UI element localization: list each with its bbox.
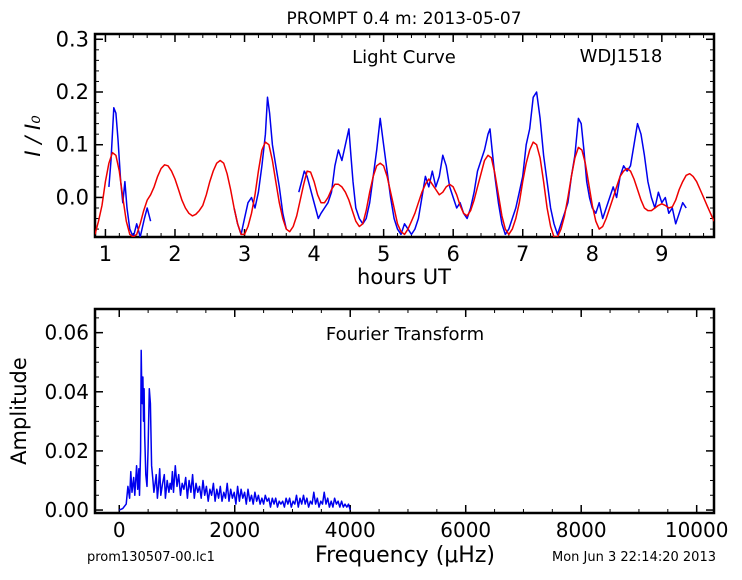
series-line-0 [108,107,152,237]
footer-filename: prom130507-00.lc1 [87,550,215,565]
fourier-ticks: 0 2000 4000 6000 8000 10000 0.00 0.02 0.04 0.06 [44,309,728,542]
x-tick-label: 2000 [209,518,260,542]
x-tick-label: 2 [168,242,181,266]
figure-title: PROMPT 0.4 m: 2013-05-07 [286,9,521,29]
x-tick-label: 4 [307,242,320,266]
x-tick-label: 6000 [440,518,491,542]
light-curve-title: Light Curve [352,47,456,68]
x-tick-label: 5 [377,242,390,266]
light-curve-ylabel: I / I₀ [21,115,45,157]
x-tick-label: 4000 [325,518,376,542]
fourier-title: Fourier Transform [326,324,484,345]
y-tick-label: 0.2 [56,80,89,104]
series-line-0 [119,349,351,511]
series-line-0 [233,96,288,236]
x-tick-label: 7 [516,242,529,266]
light-curve-frame [93,32,716,239]
y-tick-label: 0.3 [56,27,89,51]
light-curve-annotation: WDJ1518 [580,46,663,67]
fourier-frame [93,307,716,515]
series-line-1 [95,141,714,237]
y-tick-label: 0.04 [44,380,89,404]
series-line-0 [298,91,687,236]
light-curve-ticks: 1 2 3 4 5 6 7 8 9 0.0 0.1 0.2 0.3 [56,27,714,266]
x-tick-label: 9 [655,242,668,266]
y-tick-label: 0.0 [56,185,89,209]
light-curve-lines [95,91,714,237]
fourier-lines [119,349,351,511]
y-tick-label: 0.02 [44,439,89,463]
fourier-panel: 0 2000 4000 6000 8000 10000 0.00 0.02 0.04 0.06 F… [7,307,728,568]
x-tick-label: 8 [586,242,599,266]
fourier-xlabel: Frequency (μHz) [315,543,495,568]
x-tick-label: 10000 [665,518,729,542]
x-tick-label: 6 [446,242,459,266]
x-tick-label: 8000 [556,518,607,542]
y-tick-label: 0.06 [44,321,89,345]
light-curve-panel: 1 2 3 4 5 6 7 8 9 0.0 0.1 0.2 0.3 Light Curve WDJ151… [21,27,716,289]
fourier-ylabel: Amplitude [7,357,31,465]
footer-timestamp: Mon Jun 3 22:14:20 2013 [552,550,716,565]
y-tick-label: 0.00 [44,498,89,522]
x-tick-label: 0 [113,518,126,542]
light-curve-xlabel: hours UT [357,265,451,289]
y-tick-label: 0.1 [56,133,89,157]
x-tick-label: 3 [238,242,251,266]
x-tick-label: 1 [99,242,112,266]
